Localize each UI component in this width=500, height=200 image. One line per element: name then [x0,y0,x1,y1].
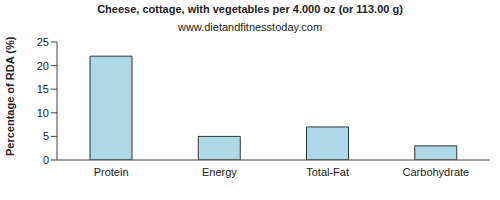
svg-text:Protein: Protein [94,166,129,178]
html-text:www.dietandfitnesstoday.com: www.dietandfitnesstoday.com [178,21,322,33]
svg-text:20: 20 [37,60,49,72]
svg-text:0: 0 [43,154,49,166]
svg-text:25: 25 [37,36,49,48]
html-text:Cheese, cottage, with vegetabl: Cheese, cottage, with vegetables per 4.0… [97,3,403,15]
svg-text:Carbohydrate: Carbohydrate [403,166,470,178]
svg-text:15: 15 [37,83,49,95]
svg-text:5: 5 [43,130,49,142]
svg-text:Percentage of RDA (%): Percentage of RDA (%) [8,36,16,156]
svg-text:Total-Fat: Total-Fat [306,166,349,178]
svg-text:10: 10 [37,107,49,119]
svg-text:Energy: Energy [202,166,237,178]
